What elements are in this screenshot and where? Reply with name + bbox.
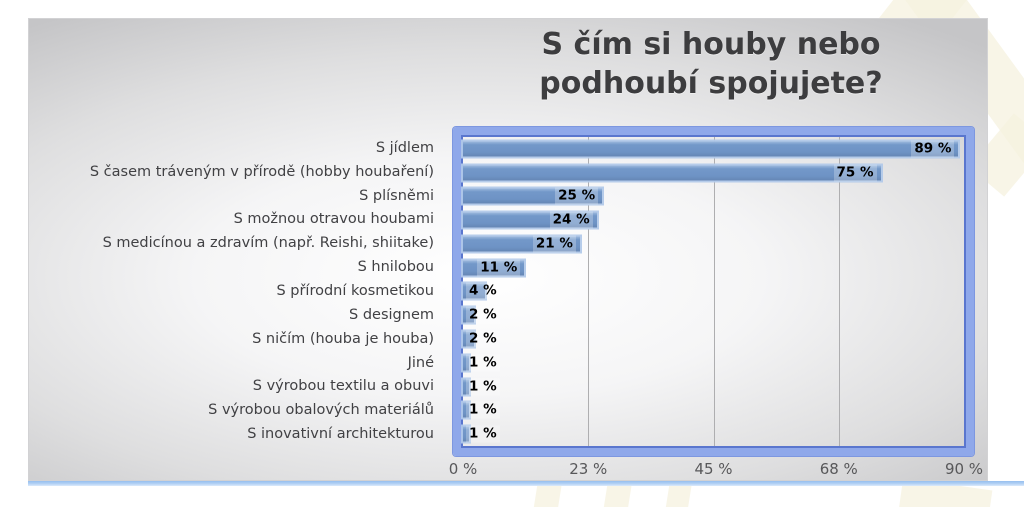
gridline [713,137,715,446]
bar [463,426,469,442]
bar-row: 1 % [463,351,964,375]
category-label: S designem [349,306,434,323]
plot-area-frame: 89 % 75 % 25 % 24 % 21 % 11 % 4 % 2 % 2 % 1 % 1 % 1… [453,127,974,456]
bar [463,212,597,228]
bar [463,355,469,371]
bar-row: 2 % [463,327,964,351]
bar [463,260,525,276]
category-axis-labels: S jídlem S časem tráveným v přírodě (hobb… [5,136,445,446]
category-label: S plísněmi [359,187,434,204]
bar-row: 25 % [463,185,964,209]
category-label: S výrobou textilu a obuvi [252,378,434,395]
bar [463,307,475,323]
x-axis-tick-label: 68 % [819,460,858,478]
bar-value-label: 2 % [466,306,500,324]
x-axis-tick-label: 90 % [944,460,984,478]
bar-value-label: 1 % [466,354,500,372]
chart-title: S čím si houby nebo podhoubí spojujete? [429,25,993,103]
bar-value-label: 2 % [466,330,500,348]
bar-row: 2 % [463,303,964,327]
bar [463,236,580,252]
bar-row: 75 % [463,161,964,185]
bar-value-label: 1 % [466,401,500,419]
chart-panel: S čím si houby nebo podhoubí spojujete? … [28,18,988,481]
bar [463,165,881,181]
category-label: S výrobou obalových materiálů [208,402,434,419]
category-label: S inovativní architekturou [247,426,434,443]
category-label: S časem tráveným v přírodě (hobby houbař… [89,163,434,180]
category-label: S možnou otravou houbami [233,211,434,228]
bar-value-label: 4 % [466,282,500,300]
bar-value-label: 21 % [532,235,576,253]
background-shape [662,482,692,507]
plot-area: 89 % 75 % 25 % 24 % 21 % 11 % 4 % 2 % 2 % 1 % 1 % 1… [463,137,964,446]
bar [463,379,469,395]
bar [463,402,469,418]
bar-row: 11 % [463,256,964,280]
chart-title-line1: S čím si houby nebo [541,27,881,62]
x-axis-tick-label: 23 % [569,460,608,478]
bar-row: 21 % [463,232,964,256]
bar-value-label: 1 % [466,425,500,443]
gridline [838,137,840,446]
chart-title-line2: podhoubí spojujete? [539,66,883,101]
x-axis-tick-labels: 0 % 23 % 45 % 68 % 90 % [449,460,983,480]
x-axis-tick-label: 0 % [448,460,478,478]
bar [463,283,486,299]
category-label: Jiné [407,354,434,371]
bar-value-label: 11 % [477,259,521,277]
x-axis-tick-label: 45 % [694,460,733,478]
panel-bottom-accent-strip [28,481,1024,486]
bar-row: 4 % [463,280,964,304]
category-label: S ničím (houba je houba) [252,330,434,347]
category-label: S hnilobou [357,259,434,276]
bar-value-label: 89 % [911,140,955,158]
bar [463,188,603,204]
category-label: S jídlem [375,139,434,156]
bar-row: 89 % [463,137,964,161]
bar-value-label: 1 % [466,378,500,396]
bar-row: 1 % [463,375,964,399]
bar [463,141,959,157]
bar [463,331,475,347]
background-shape [600,482,632,507]
bar-value-label: 24 % [549,211,593,229]
bar-value-label: 25 % [555,187,599,205]
bar-row: 24 % [463,208,964,232]
bar-series: 89 % 75 % 25 % 24 % 21 % 11 % 4 % 2 % 2 % 1 % 1 % 1… [463,137,964,446]
bar-row: 1 % [463,422,964,446]
bar-value-label: 75 % [833,164,877,182]
category-label: S přírodní kosmetikou [276,282,434,299]
gridline [588,137,590,446]
bar-row: 1 % [463,398,964,422]
background-shape [530,482,562,507]
category-label: S medicínou a zdravím (např. Reishi, shi… [102,235,434,252]
